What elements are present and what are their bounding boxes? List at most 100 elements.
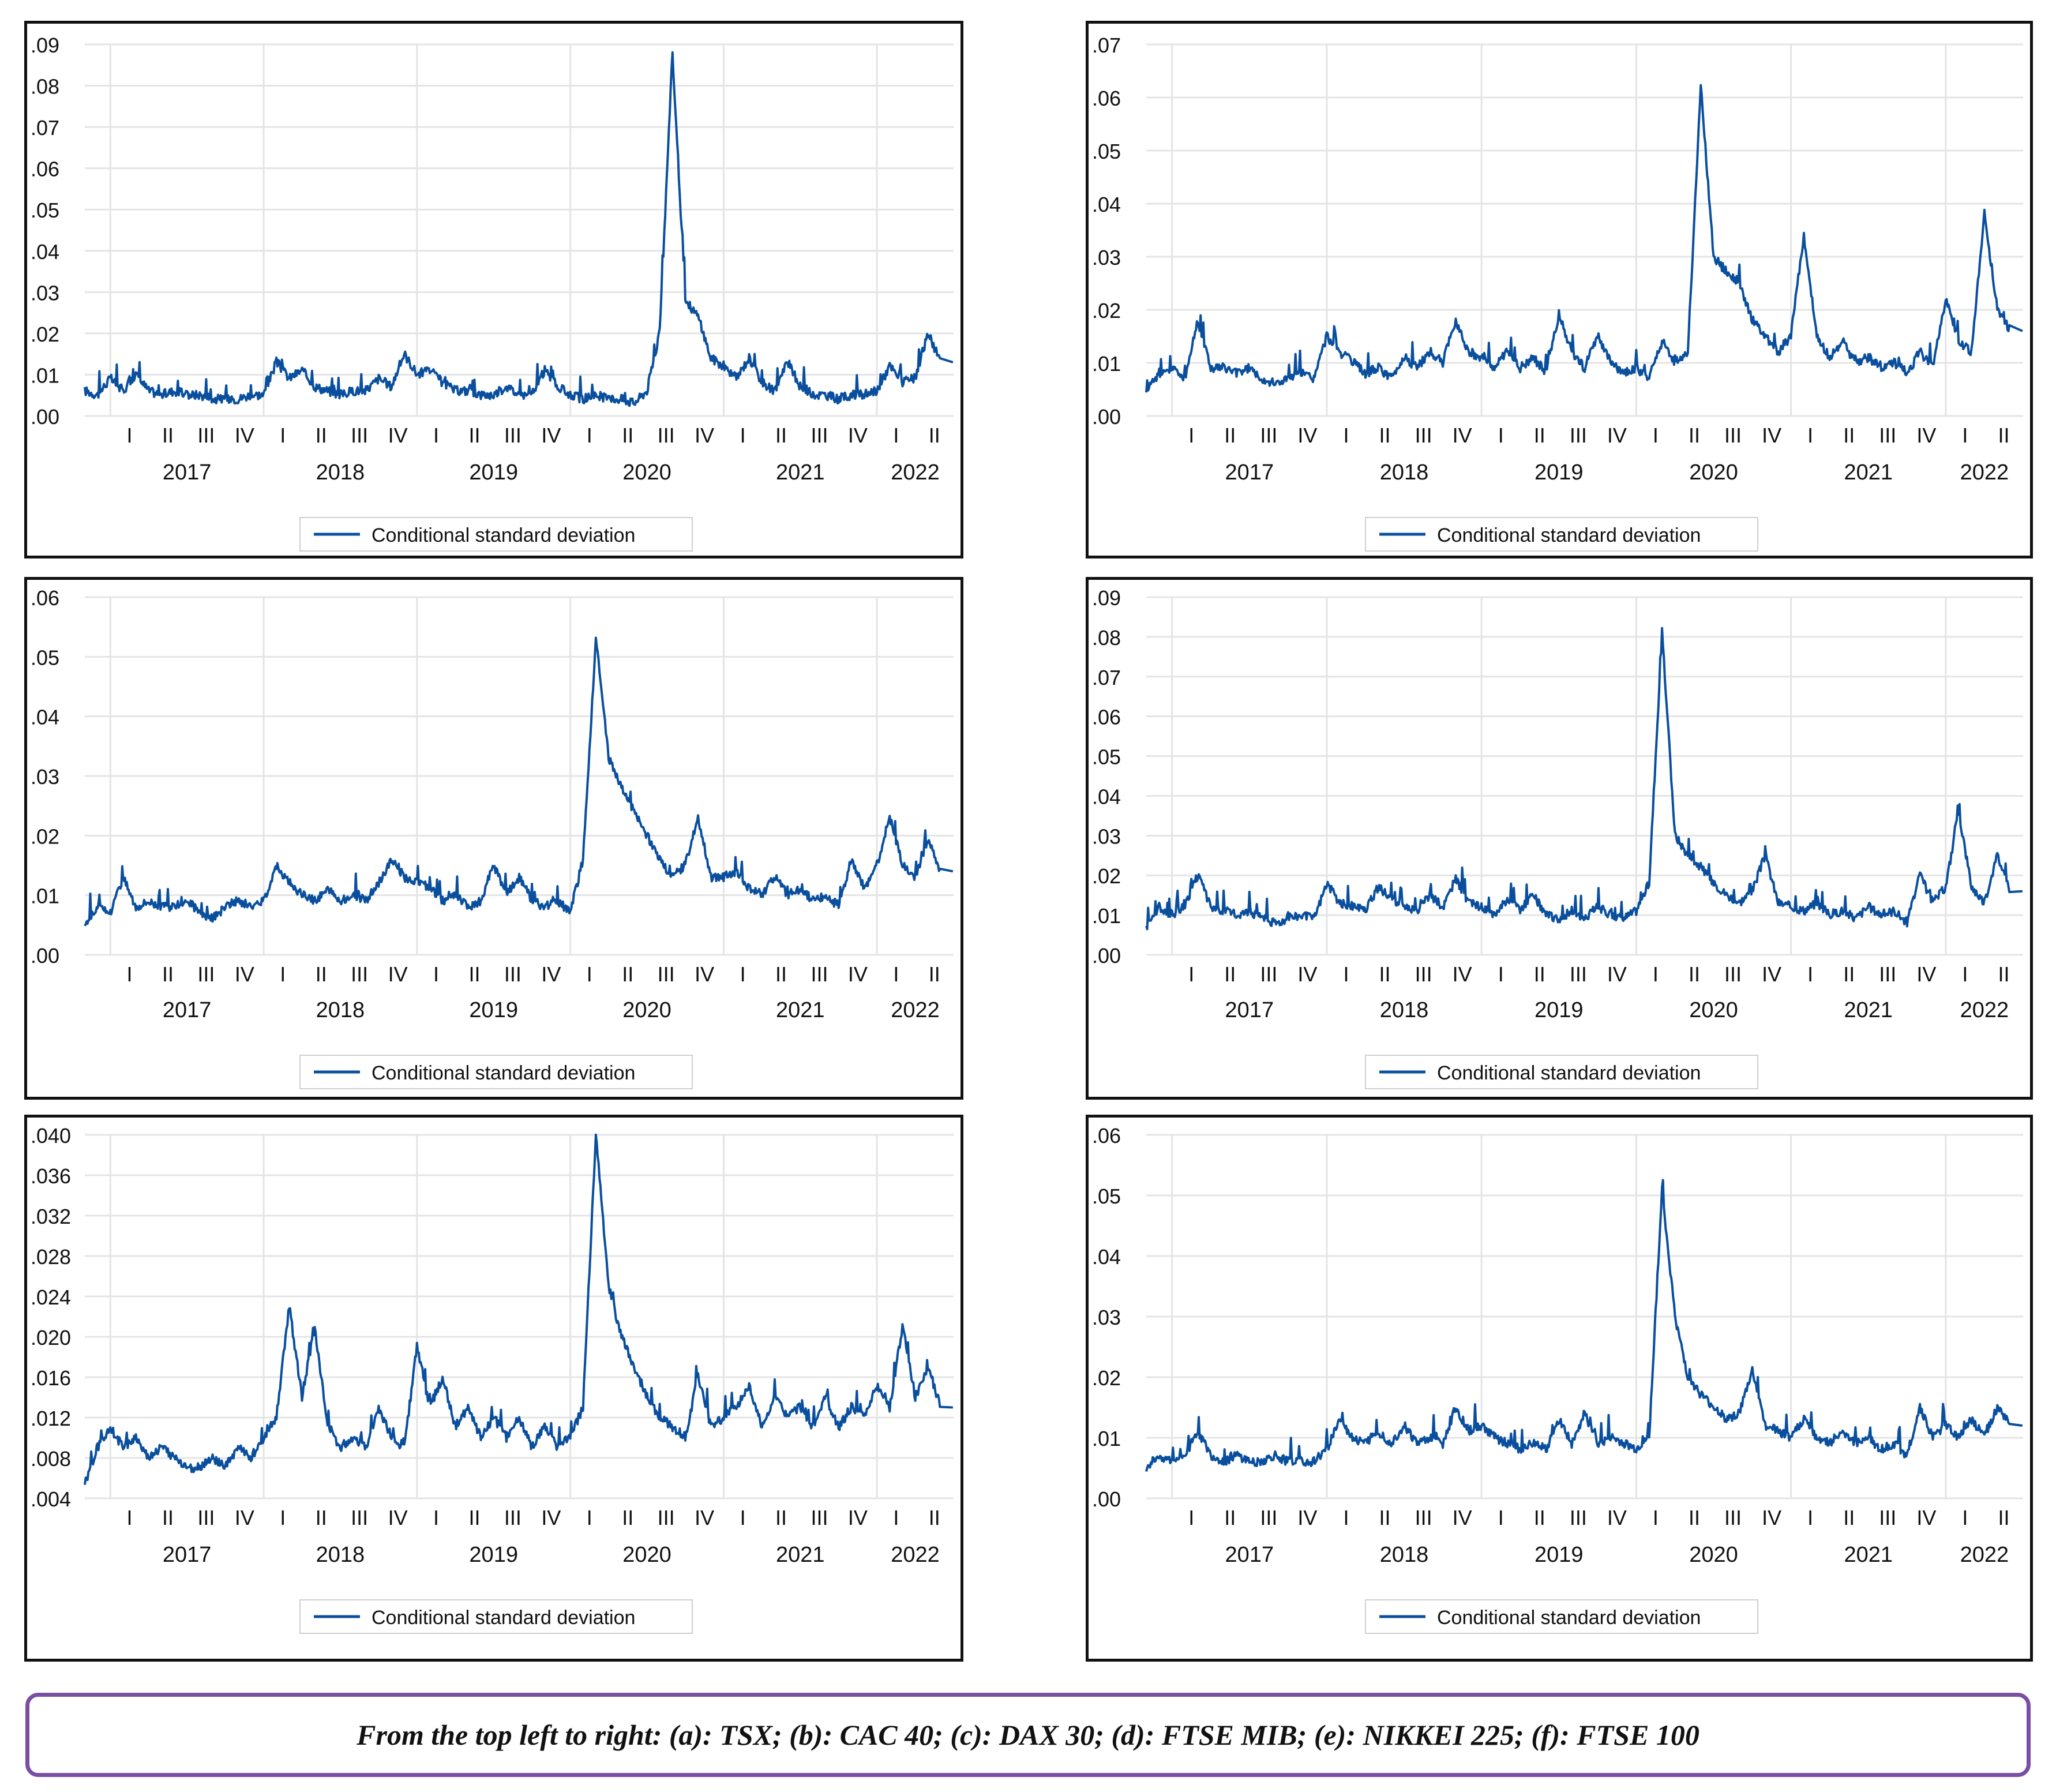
x-tick-label: IV — [1916, 962, 1936, 986]
x-tick-label: III — [351, 423, 368, 447]
x-tick-label: IV — [1762, 423, 1781, 447]
y-tick-label: .07 — [1092, 33, 1121, 57]
y-tick-label: .024 — [31, 1285, 71, 1309]
x-tick-label: III — [1879, 962, 1896, 986]
x-tick-label: I — [1807, 962, 1813, 986]
x-tick-label: II — [468, 1506, 480, 1529]
x-tick-label: II — [1534, 1506, 1545, 1529]
y-tick-label: .05 — [31, 646, 59, 669]
x-tick-label: III — [504, 962, 521, 986]
year-label: 2017 — [163, 460, 212, 485]
x-tick-label: IV — [1916, 1506, 1936, 1529]
year-label: 2020 — [1689, 460, 1738, 485]
x-tick-label: IV — [541, 962, 561, 986]
x-tick-label: II — [1998, 423, 2009, 447]
year-label: 2017 — [1225, 998, 1274, 1022]
x-tick-label: III — [1415, 962, 1432, 986]
x-tick-label: I — [1653, 423, 1659, 447]
year-label: 2021 — [1844, 1543, 1893, 1567]
x-tick-label: IV — [235, 423, 254, 447]
y-tick-label: .09 — [1092, 586, 1121, 610]
x-tick-label: IV — [388, 1506, 408, 1529]
series-line — [84, 636, 954, 927]
x-tick-label: IV — [1607, 423, 1627, 447]
x-tick-label: III — [1724, 962, 1742, 986]
year-label: 2020 — [622, 460, 671, 485]
x-tick-label: IV — [541, 1506, 561, 1529]
year-label: 2017 — [163, 1543, 212, 1567]
y-tick-label: .04 — [1092, 785, 1121, 808]
year-label: 2022 — [1960, 1543, 2009, 1567]
legend-label: Conditional standard deviation — [1437, 1607, 1701, 1629]
y-tick-label: .02 — [31, 323, 59, 346]
year-label: 2017 — [1225, 460, 1274, 485]
year-label: 2019 — [469, 1543, 518, 1567]
chart-svg: .004 .008 .012 .016 .020 .024 .028 .032 .036 .040… — [31, 1124, 954, 1634]
year-label: 2018 — [316, 1543, 365, 1567]
year-label: 2018 — [1380, 1543, 1429, 1567]
year-label: 2017 — [163, 998, 212, 1022]
y-tick-label: .01 — [1092, 1427, 1121, 1450]
legend-box — [299, 517, 693, 552]
x-tick-label: I — [1343, 962, 1349, 986]
x-tick-label: IV — [848, 962, 868, 986]
x-tick-label: I — [1498, 1506, 1504, 1529]
y-tick-label: .06 — [1092, 87, 1121, 110]
y-tick-label: .01 — [1092, 352, 1121, 376]
x-tick-label: I — [1653, 962, 1659, 986]
y-tick-label: .03 — [1092, 1306, 1121, 1329]
x-tick-label: IV — [848, 423, 868, 447]
x-tick-label: III — [1724, 423, 1742, 447]
x-tick-label: I — [1653, 1506, 1659, 1529]
y-tick-label: .04 — [31, 706, 59, 729]
legend-box — [299, 1055, 693, 1089]
y-tick-label: .012 — [31, 1407, 71, 1430]
year-label: 2022 — [891, 1543, 940, 1567]
x-tick-label: II — [775, 962, 787, 986]
x-tick-label: III — [811, 423, 828, 447]
x-tick-label: II — [1689, 962, 1700, 986]
x-tick-label: IV — [695, 962, 714, 986]
x-tick-label: II — [929, 962, 940, 986]
y-tick-label: .008 — [31, 1447, 71, 1471]
y-tick-label: .03 — [1092, 824, 1121, 848]
x-tick-label: IV — [541, 423, 561, 447]
x-tick-label: I — [1962, 1506, 1968, 1529]
x-tick-label: IV — [388, 423, 408, 447]
x-tick-label: IV — [695, 423, 714, 447]
x-tick-label: I — [893, 1506, 899, 1529]
y-tick-label: .004 — [31, 1487, 71, 1511]
x-tick-label: III — [1570, 1506, 1587, 1529]
x-tick-label: II — [1689, 423, 1700, 447]
x-tick-label: IV — [1297, 1506, 1317, 1529]
y-tick-label: .05 — [31, 198, 59, 222]
y-tick-label: .03 — [31, 281, 59, 305]
x-tick-label: I — [1962, 423, 1968, 447]
x-tick-label: III — [1260, 423, 1277, 447]
x-tick-label: II — [1534, 962, 1545, 986]
legend-label: Conditional standard deviation — [1437, 524, 1701, 546]
x-tick-label: III — [197, 1506, 215, 1529]
chart-panel-d: .00.01.02.03.04.05.06.07.08.09 I II III IV I I… — [1086, 577, 2033, 1100]
x-tick-label: II — [929, 423, 940, 447]
series-line — [1145, 627, 2023, 931]
x-tick-label: IV — [1762, 962, 1781, 986]
y-tick-label: .036 — [31, 1164, 71, 1188]
x-tick-label: III — [504, 1506, 521, 1529]
x-tick-label: I — [1498, 423, 1504, 447]
x-tick-label: IV — [848, 1506, 868, 1529]
y-tick-label: .08 — [1092, 626, 1121, 650]
year-label: 2022 — [1960, 460, 2009, 485]
x-tick-label: III — [1415, 423, 1432, 447]
y-tick-label: .03 — [1092, 246, 1121, 269]
year-label: 2019 — [1535, 460, 1584, 485]
x-tick-label: IV — [1297, 962, 1317, 986]
x-tick-label: I — [1343, 1506, 1349, 1529]
x-tick-label: II — [468, 962, 480, 986]
year-label: 2019 — [469, 998, 518, 1022]
x-tick-label: III — [1879, 423, 1896, 447]
x-tick-label: II — [1689, 1506, 1700, 1529]
chart-panel-f: .00.01.02.03.04.05.06 I II III IV I II III IV I II… — [1086, 1115, 2033, 1662]
y-tick-label: .016 — [31, 1366, 71, 1390]
year-label: 2022 — [891, 460, 940, 485]
